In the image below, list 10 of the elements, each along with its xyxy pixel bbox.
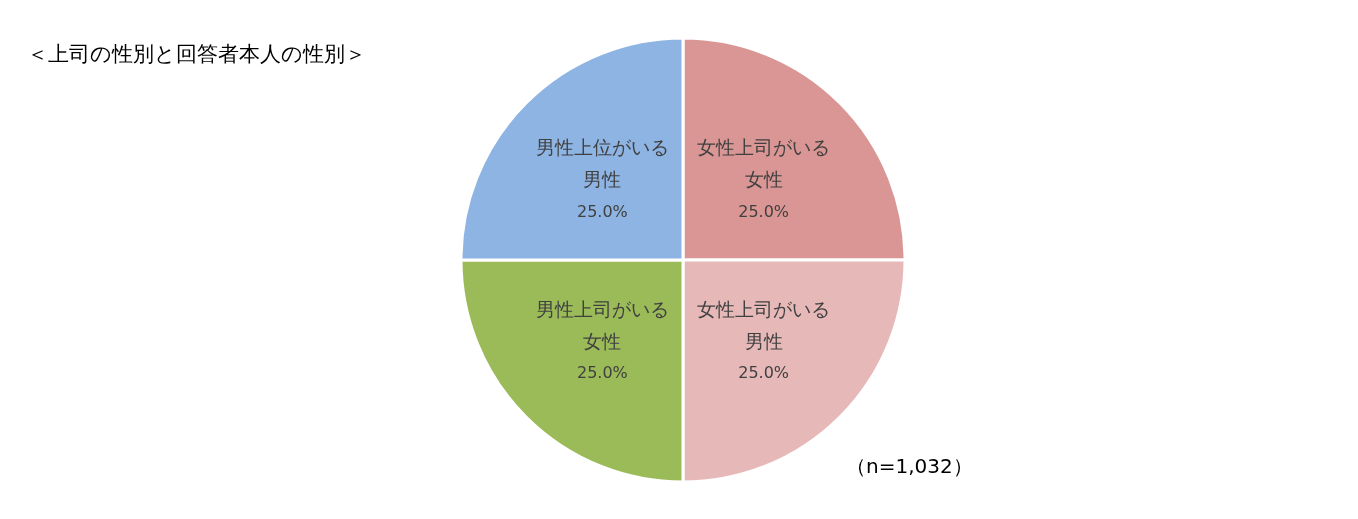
data-label: 25.0% xyxy=(738,201,790,221)
data-label: 25.0% xyxy=(738,363,790,383)
slice-label: 女性上司がいる男性 xyxy=(697,297,831,352)
slice-label: 男性上司がいる女性 xyxy=(535,297,669,352)
text: ＜上司の性別と回答者本人の性別＞ xyxy=(27,41,366,66)
slice-label: 男性上位がいる男性 xyxy=(535,136,669,191)
text: （n=1,032） xyxy=(846,454,973,478)
data-label: 25.0% xyxy=(576,363,628,383)
data-label: 25.0% xyxy=(576,201,628,221)
slice-label: 女性上司がいる女性 xyxy=(697,136,831,191)
